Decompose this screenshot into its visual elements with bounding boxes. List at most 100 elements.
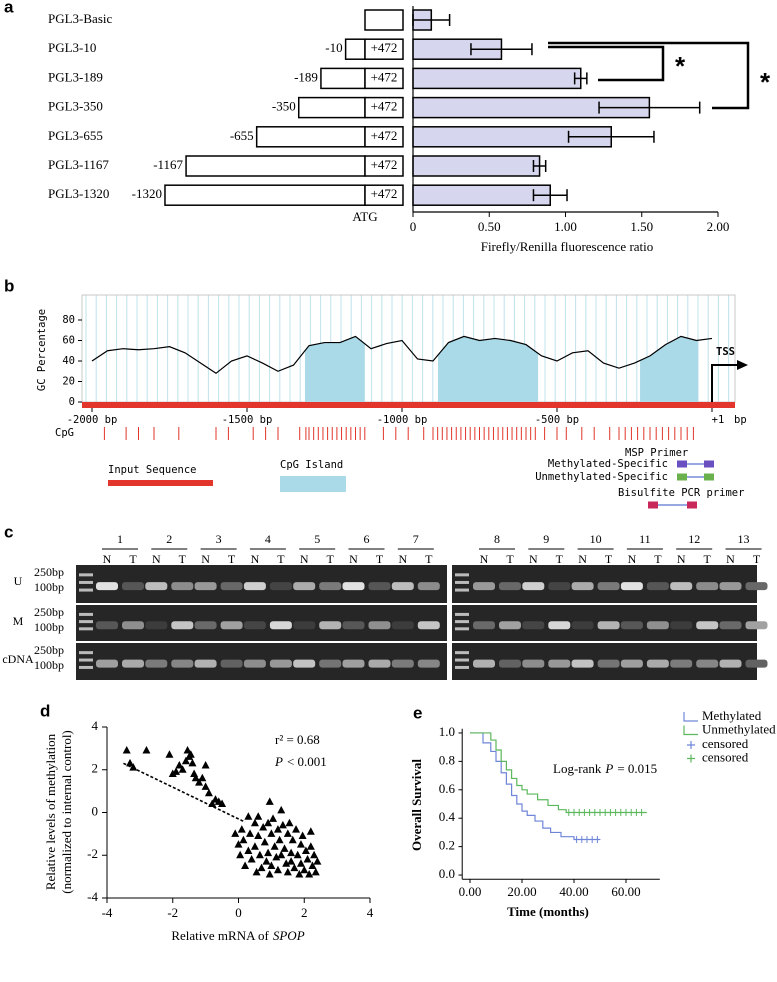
- y-tick-label: -2: [87, 846, 98, 861]
- legend-label: Bisulfite PCR primer: [618, 487, 744, 499]
- sample-label: 4: [265, 532, 271, 546]
- annotation: Log-rank P = 0.015: [553, 761, 657, 776]
- legend-swatch: [108, 480, 213, 486]
- construct-box: [297, 96, 366, 119]
- lane-label: T: [228, 552, 236, 566]
- bar: [412, 184, 551, 206]
- point: [260, 837, 269, 846]
- gel-band: [670, 582, 693, 591]
- gel-band: [319, 582, 342, 591]
- legend-censor: [687, 741, 695, 749]
- ladder-band: [455, 620, 469, 624]
- point: [267, 829, 276, 837]
- point: [186, 750, 195, 758]
- gel-band: [269, 621, 292, 630]
- row-label: U: [14, 574, 23, 588]
- x-tick-label: 1.50: [630, 219, 653, 234]
- point: [254, 812, 263, 820]
- censor-mark: [612, 809, 619, 817]
- point: [305, 869, 314, 878]
- gc-line: [91, 335, 713, 375]
- x-tick-label: 2: [301, 905, 308, 920]
- point: [306, 842, 315, 850]
- point: [283, 867, 292, 876]
- point: [269, 814, 278, 822]
- gel-band: [548, 582, 571, 591]
- bar: [412, 155, 541, 177]
- point: [234, 840, 243, 848]
- gel-band: [646, 582, 669, 591]
- annotation-part: = 0.015: [617, 761, 657, 776]
- gel-band: [696, 659, 719, 668]
- lane-label: T: [753, 552, 761, 566]
- censor-mark: [607, 809, 614, 817]
- ladder-band: [79, 627, 93, 631]
- ladder-band: [79, 620, 93, 624]
- gel-band: [745, 659, 768, 668]
- gel-band: [194, 582, 217, 591]
- point: [300, 865, 309, 874]
- lane-label: N: [300, 552, 309, 566]
- point: [295, 869, 304, 878]
- gel-band: [96, 659, 118, 668]
- point: [198, 773, 207, 782]
- point: [239, 835, 248, 844]
- point: [191, 773, 200, 782]
- r-squared: r² = 0.68: [275, 732, 320, 747]
- y-axis-title: GC Percentage: [36, 309, 48, 391]
- gel-band: [194, 659, 217, 668]
- x-tick-label: 20.00: [507, 884, 536, 899]
- x-tick-label: +1: [712, 414, 725, 426]
- category-label: PGL3-Basic: [48, 11, 113, 26]
- censor-mark: [617, 809, 624, 817]
- point: [247, 855, 256, 863]
- x-tick-label: -4: [102, 905, 113, 920]
- gel-band: [417, 582, 440, 591]
- tss-arrow-head: [737, 360, 748, 370]
- legend-line: [683, 725, 698, 736]
- sample-label: 3: [216, 532, 222, 546]
- point: [267, 861, 276, 869]
- ladder-band: [455, 580, 469, 584]
- panel-label: a: [4, 0, 14, 16]
- gel-band: [194, 621, 217, 630]
- x-tick-label: 60.00: [611, 884, 640, 899]
- start-site-label: ATG: [352, 209, 377, 224]
- gel-band: [319, 659, 342, 668]
- gel-band: [171, 659, 194, 668]
- point: [254, 831, 263, 840]
- cpg-island: [304, 336, 365, 402]
- censor-mark: [597, 809, 603, 817]
- point: [122, 746, 131, 754]
- construct-end-box: [364, 67, 404, 90]
- point: [246, 829, 255, 837]
- point: [272, 852, 281, 861]
- gel-band: [473, 621, 495, 630]
- lane-label: N: [628, 552, 637, 566]
- cpg-label: CpG: [55, 427, 74, 439]
- ladder-band: [455, 573, 469, 577]
- x-axis-title: Time (months): [507, 904, 589, 919]
- point: [252, 867, 261, 876]
- lane-label: T: [327, 552, 335, 566]
- legend-label: Methylated-Specific: [548, 458, 668, 470]
- category-label: PGL3-1320: [48, 186, 109, 201]
- construct-box: [320, 67, 366, 90]
- gel-band: [597, 582, 620, 591]
- point: [188, 758, 197, 767]
- gel-band: [670, 621, 693, 630]
- lane-label: T: [654, 552, 662, 566]
- gel-band: [473, 582, 495, 591]
- censor-mark: [584, 836, 590, 844]
- gel-band: [571, 659, 594, 668]
- ladder-band: [79, 588, 93, 592]
- censor-mark: [602, 809, 609, 817]
- gel-band: [269, 659, 292, 668]
- construct-start: -189: [294, 69, 318, 84]
- gel-band: [96, 582, 118, 591]
- sample-label: 11: [639, 532, 651, 546]
- point: [165, 750, 174, 758]
- gel-band: [571, 582, 594, 591]
- gel-band: [522, 582, 545, 591]
- construct-start: -10: [325, 40, 342, 55]
